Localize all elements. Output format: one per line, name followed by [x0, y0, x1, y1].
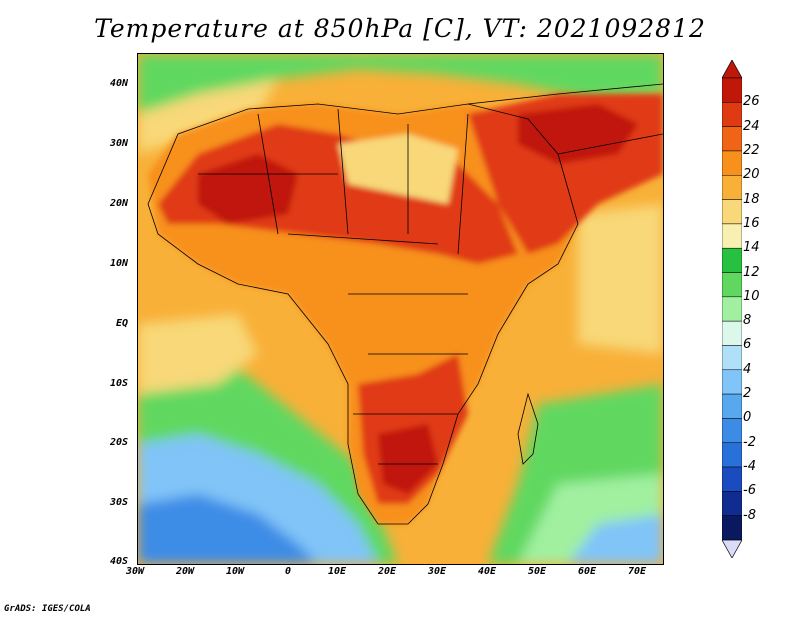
colorbar-label: 20: [743, 167, 760, 183]
lat-tick-label: 30S: [110, 497, 129, 508]
colorbar-segment: [722, 126, 742, 152]
lon-tick-label: 10W: [226, 566, 245, 577]
colorbar-segment: [722, 102, 742, 127]
lon-tick-label: 20E: [378, 566, 397, 577]
lon-tick-label: 10E: [328, 566, 347, 577]
lon-tick-label: 50E: [528, 566, 547, 577]
indian-mild-zone: [578, 204, 663, 354]
colorbar-segment: [722, 272, 742, 298]
colorbar-segment: [722, 296, 742, 322]
colorbar-label: -2: [743, 434, 756, 450]
colorbar-label: 24: [743, 118, 760, 134]
colorbar-segment: [722, 175, 742, 200]
colorbar-label: 0: [743, 410, 752, 426]
colorbar-label: 10: [743, 288, 760, 304]
lat-tick-label: 40N: [110, 78, 129, 89]
lon-tick-label: 40E: [478, 566, 497, 577]
map-canvas: [138, 54, 663, 564]
lon-tick-label: 70E: [628, 566, 647, 577]
lat-tick-label: 40S: [110, 556, 129, 567]
lat-tick-label: 30N: [110, 138, 129, 149]
colorbar-segment: [722, 393, 742, 419]
colorbar-label: -6: [743, 483, 756, 499]
colorbar-label: -8: [743, 507, 756, 523]
lat-tick-label: 20S: [110, 437, 129, 448]
sahara-mild-zone: [338, 134, 458, 204]
colorbar-segment: [722, 77, 742, 103]
lon-tick-label: 30W: [126, 566, 145, 577]
colorbar-segment: [722, 199, 742, 225]
grads-credit: GrADS: IGES/COLA: [4, 604, 91, 614]
colorbar-segment: [722, 466, 742, 492]
lon-tick-label: 20W: [176, 566, 195, 577]
lon-tick-label: 0: [285, 566, 292, 577]
colorbar-label: 14: [743, 240, 760, 256]
colorbar-label: 4: [743, 361, 752, 377]
colorbar-segment: [722, 223, 742, 249]
colorbar-segment: [722, 369, 742, 395]
lat-tick-label: 20N: [110, 198, 129, 209]
colorbar-label: -4: [743, 459, 756, 475]
colorbar-label: 6: [743, 337, 752, 353]
colorbar-label: 18: [743, 191, 760, 207]
colorbar-label: 16: [743, 215, 760, 231]
country-borders: [147, 83, 663, 525]
colorbar-segment: [722, 515, 742, 541]
colorbar-label: 12: [743, 264, 760, 280]
colorbar-label: 26: [743, 94, 760, 110]
southwest-coldest-zone: [138, 494, 318, 564]
colorbar-label: 2: [743, 386, 752, 402]
west-sahara-core: [198, 154, 298, 224]
atlantic-mild-zone: [138, 314, 258, 394]
temperature-map: [137, 53, 664, 565]
map-title: Temperature at 850hPa [C], VT: 202109281…: [94, 14, 706, 43]
lat-tick-label: 10S: [110, 378, 129, 389]
colorbar-bottom-arrow: [722, 539, 742, 558]
colorbar-top-arrow: [722, 60, 742, 79]
colorbar-segment: [722, 442, 742, 468]
colorbar: [722, 60, 742, 558]
lat-tick-label: EQ: [116, 318, 129, 329]
lon-tick-label: 60E: [578, 566, 597, 577]
colorbar-segment: [722, 345, 742, 371]
colorbar-segment: [722, 150, 742, 176]
north-mild-zone: [138, 79, 278, 154]
southeast-colder-zone: [568, 514, 663, 564]
lat-tick-label: 10N: [110, 258, 129, 269]
north-cool-zone: [138, 54, 663, 114]
colorbar-segment: [722, 320, 742, 346]
colorbar-label: 8: [743, 313, 752, 329]
arabia-core: [518, 104, 638, 164]
lon-tick-label: 30E: [428, 566, 447, 577]
kalahari-core: [378, 424, 438, 494]
colorbar-label: 22: [743, 142, 760, 158]
colorbar-segment: [722, 247, 742, 273]
colorbar-segment: [722, 491, 742, 516]
colorbar-segment: [722, 418, 742, 443]
